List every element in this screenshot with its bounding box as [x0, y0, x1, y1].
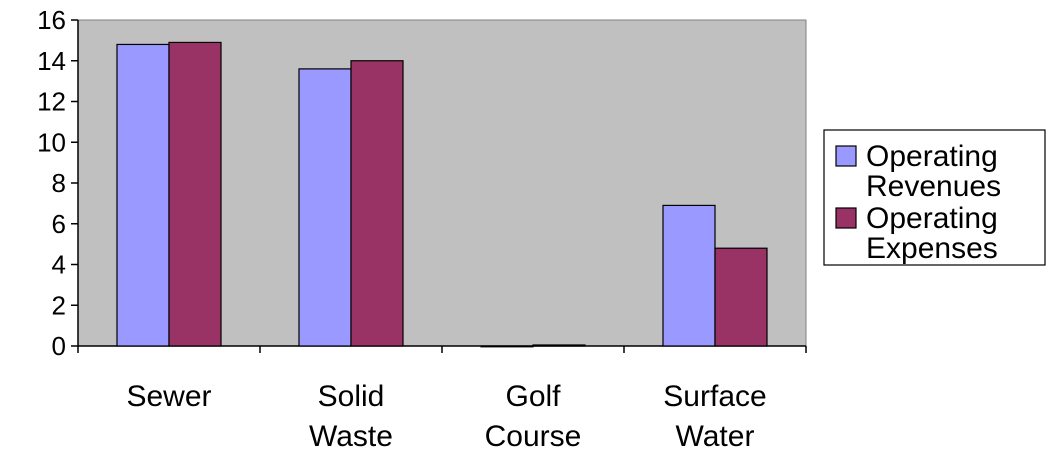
x-category-label: Water [676, 420, 755, 453]
bar [350, 60, 404, 347]
y-tick-label: 8 [52, 168, 66, 198]
legend-label: Operating [866, 140, 998, 173]
x-category-label: Solid [318, 380, 385, 413]
y-tick-label: 16 [37, 5, 66, 35]
y-tick-label: 0 [52, 331, 66, 361]
y-tick-label: 10 [37, 127, 66, 157]
y-tick-label: 2 [52, 290, 66, 320]
x-category-label: Waste [309, 420, 393, 453]
x-category-label: Golf [505, 380, 561, 413]
bar [662, 204, 716, 347]
legend-swatch [835, 145, 857, 167]
y-tick-label: 6 [52, 209, 66, 239]
bar [480, 345, 534, 348]
y-tick-label: 12 [37, 87, 66, 117]
x-category-label: Course [485, 420, 582, 453]
legend-label: Revenues [866, 170, 1001, 203]
bar [298, 68, 352, 347]
legend-label: Operating [866, 202, 998, 235]
bar [532, 344, 586, 347]
y-tick-label: 4 [52, 250, 66, 280]
x-category-label: Sewer [126, 380, 211, 413]
legend-box [823, 129, 1046, 266]
bar [714, 247, 768, 347]
bar [168, 41, 222, 347]
bar [116, 43, 170, 347]
legend-label: Expenses [866, 232, 998, 265]
x-category-label: Surface [663, 380, 766, 413]
y-tick-label: 14 [37, 46, 66, 76]
legend-swatch [835, 207, 857, 229]
